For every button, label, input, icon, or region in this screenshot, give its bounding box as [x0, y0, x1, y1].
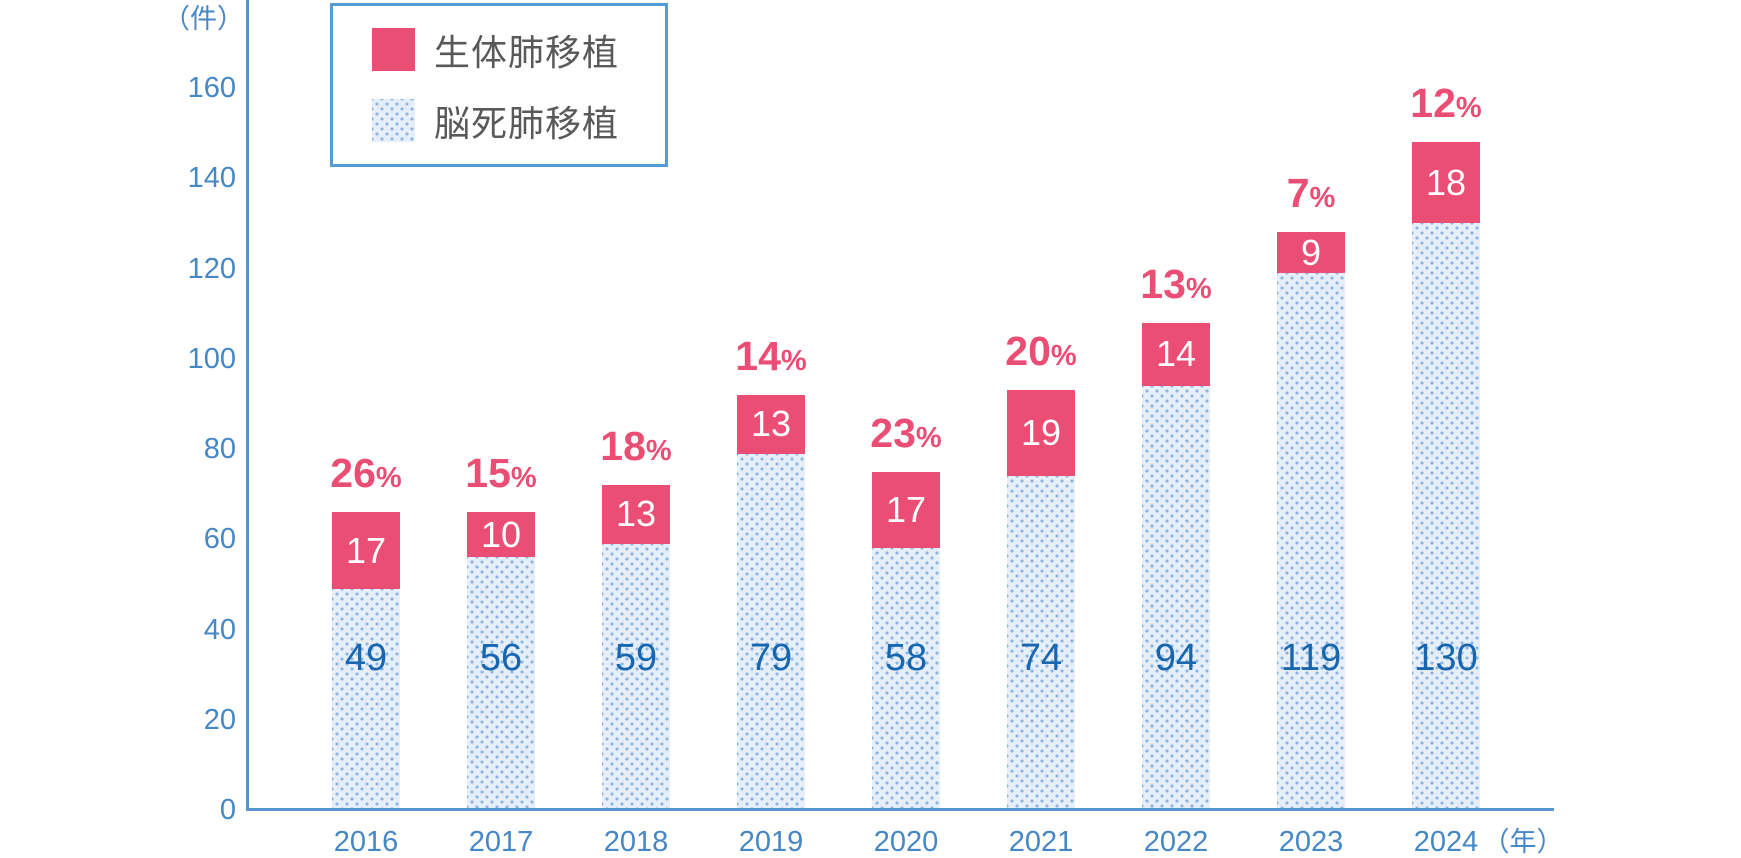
bar-segment-living: 19	[1007, 390, 1075, 477]
percent-value: 12	[1410, 80, 1456, 127]
y-tick-label: 160	[187, 72, 236, 104]
percent-sign: %	[1185, 272, 1212, 305]
percent-label: 13%	[1096, 261, 1256, 307]
y-tick-label: 80	[203, 433, 236, 465]
bar-segment-living: 17	[872, 471, 940, 549]
percent-sign: %	[645, 435, 672, 468]
bar-segment-brain-death	[467, 557, 535, 810]
y-tick-label: 100	[187, 342, 236, 375]
bar-value-brain-death: 130	[1414, 637, 1478, 679]
bar-segment-brain-death	[737, 453, 805, 810]
bar-value-brain-death: 74	[1019, 637, 1063, 679]
percent-sign: %	[1309, 182, 1336, 215]
x-tick-label: 2021	[1008, 826, 1074, 858]
x-tick-label: 2017	[468, 826, 534, 858]
x-tick-label: 2022	[1143, 826, 1209, 858]
percent-sign: %	[375, 462, 402, 495]
bar-segment-brain-death	[332, 588, 400, 810]
percent-value: 18	[600, 423, 646, 470]
x-tick-label: 2016	[333, 826, 399, 858]
legend-item-living: 生体肺移植	[372, 24, 665, 76]
bar-segment-brain-death	[1277, 273, 1345, 810]
bar-value-brain-death: 59	[614, 637, 658, 679]
y-tick-label: 20	[203, 703, 236, 736]
percent-label: 18%	[556, 423, 716, 469]
bar-segment-brain-death	[872, 548, 940, 810]
percent-label: 15%	[421, 450, 581, 496]
percent-label: 7%	[1231, 170, 1391, 216]
percent-sign: %	[510, 462, 537, 495]
legend-swatch-brain-death-icon	[372, 99, 415, 142]
percent-sign: %	[1050, 340, 1077, 373]
bar-segment-living: 18	[1412, 142, 1480, 224]
percent-value: 26	[330, 450, 376, 497]
percent-value: 23	[870, 409, 916, 456]
bar-value-brain-death: 79	[749, 637, 793, 679]
percent-value: 14	[735, 332, 781, 379]
x-axis-unit-label: （年）	[1482, 827, 1564, 857]
y-axis-line	[246, 0, 249, 811]
y-tick-label: 120	[187, 252, 236, 285]
percent-value: 15	[465, 450, 511, 497]
bar-segment-brain-death	[1142, 385, 1210, 810]
legend-item-brain-death: 脳死肺移植	[372, 95, 665, 147]
y-tick-label: 60	[203, 523, 236, 556]
percent-sign: %	[1455, 92, 1482, 125]
legend-swatch-living-icon	[372, 28, 415, 71]
bar-value-brain-death: 49	[344, 637, 388, 679]
bar-value-brain-death: 94	[1154, 637, 1198, 679]
bar-value-brain-death: 58	[884, 637, 928, 679]
x-tick-label: 2018	[603, 826, 669, 858]
x-tick-label: 2023	[1278, 826, 1344, 858]
percent-label: 14%	[691, 333, 851, 379]
y-tick-label: 0	[219, 794, 236, 826]
x-axis-line	[246, 808, 1554, 811]
percent-value: 13	[1140, 260, 1186, 307]
x-tick-label: 2019	[738, 826, 804, 858]
legend: 生体肺移植 脳死肺移植	[330, 3, 668, 167]
x-tick-label: 2020	[873, 826, 939, 858]
bar-value-brain-death: 56	[479, 637, 523, 679]
bar-segment-brain-death	[1412, 223, 1480, 810]
percent-sign: %	[915, 421, 942, 454]
percent-label: 12%	[1366, 80, 1526, 126]
y-tick-label: 40	[203, 613, 236, 646]
percent-sign: %	[780, 344, 807, 377]
legend-label-living: 生体肺移植	[434, 31, 620, 73]
percent-label: 26%	[286, 450, 446, 496]
bar-segment-brain-death	[602, 543, 670, 810]
percent-label: 23%	[826, 410, 986, 456]
y-axis-unit-label: （件）	[163, 4, 244, 34]
bar-segment-living: 13	[737, 394, 805, 454]
bar-segment-living: 13	[602, 485, 670, 544]
x-tick-label: 2024	[1413, 826, 1479, 858]
bar-segment-brain-death	[1007, 476, 1075, 810]
bar-segment-living: 9	[1277, 232, 1345, 273]
percent-value: 20	[1005, 328, 1051, 375]
bar-segment-living: 17	[332, 512, 400, 589]
bar-segment-living: 10	[467, 512, 535, 558]
bar-segment-living: 14	[1142, 322, 1210, 386]
bar-value-brain-death: 119	[1280, 637, 1342, 679]
percent-label: 20%	[961, 328, 1121, 374]
y-tick-label: 140	[187, 162, 236, 195]
legend-label-brain-death: 脳死肺移植	[434, 102, 620, 144]
percent-value: 7	[1286, 170, 1310, 217]
